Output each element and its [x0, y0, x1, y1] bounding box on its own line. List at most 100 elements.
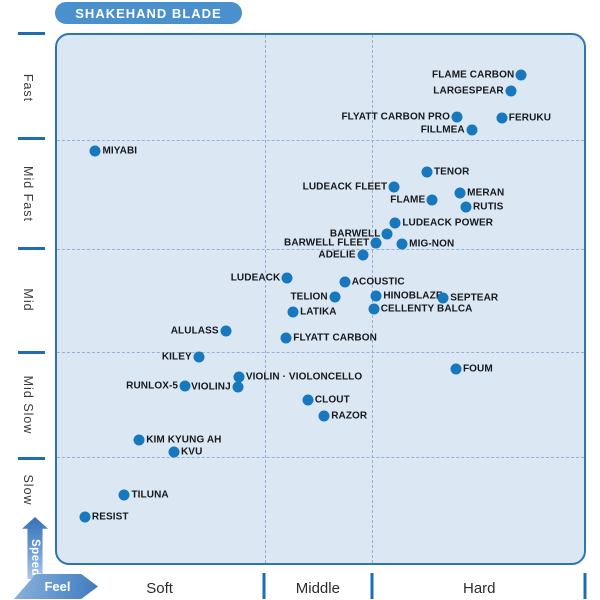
data-point-dot — [451, 111, 463, 123]
data-point-label: VIOLINJ — [191, 381, 231, 393]
speed-band-label: Fast — [21, 73, 35, 102]
data-point-label: FOUM — [462, 363, 493, 375]
data-point-label: RUNLOX-5 — [126, 380, 179, 392]
data-point-dot — [426, 194, 438, 206]
data-point-dot — [505, 85, 517, 97]
data-point-dot — [329, 291, 341, 303]
data-point-dot — [421, 166, 433, 178]
data-point-label: KIM KYUNG AH — [146, 434, 222, 446]
data-point-label: FLAME CARBON — [431, 69, 515, 81]
data-point-dot — [233, 371, 245, 383]
data-point-label: ACOUSTIC — [351, 276, 405, 288]
data-point-label: LUDEACK FLEET — [302, 181, 388, 193]
data-point-dot — [381, 228, 393, 240]
data-point-label: ALULASS — [170, 325, 219, 337]
gridline-horizontal — [57, 351, 584, 353]
feel-axis-arrow: Feel — [14, 574, 98, 599]
feel-axis-tick — [262, 573, 266, 599]
data-point-label: SEPTEAR — [450, 292, 499, 304]
data-point-dot — [232, 381, 244, 393]
chart-title-pill: SHAKEHAND BLADE — [55, 2, 242, 24]
data-point-dot — [193, 351, 205, 363]
data-point-dot — [357, 249, 369, 261]
data-point-dot — [388, 181, 400, 193]
chart-title: SHAKEHAND BLADE — [75, 5, 222, 21]
data-point-label: MIG-NON — [409, 238, 455, 250]
data-point-label: FILLMEA — [420, 124, 465, 136]
speed-axis: Fast Mid Fast Mid Mid Slow Slow — [0, 31, 55, 565]
data-point-label: LARGESPEAR — [433, 85, 504, 97]
data-point-dot — [437, 292, 449, 304]
data-point-dot — [339, 276, 351, 288]
speed-band-label: Slow — [21, 474, 35, 506]
data-point-label: KVU — [180, 446, 203, 458]
data-point-dot — [460, 201, 472, 213]
data-point-label: RAZOR — [331, 410, 368, 422]
data-point-label: RUTIS — [472, 201, 504, 213]
data-point-dot — [133, 434, 145, 446]
data-point-dot — [118, 489, 130, 501]
gridline-horizontal — [57, 249, 584, 251]
data-point-dot — [370, 290, 382, 302]
feel-band-label: Hard — [463, 580, 496, 597]
feel-axis-tick — [583, 573, 587, 599]
feel-band-label: Middle — [295, 580, 340, 597]
feel-band-label: Soft — [146, 580, 173, 597]
data-point-dot — [454, 187, 466, 199]
data-point-label: TILUNA — [131, 489, 169, 501]
gridline-horizontal — [57, 140, 584, 142]
data-point-dot — [280, 332, 292, 344]
data-point-dot — [466, 124, 478, 136]
data-point-label: HINOBLAZE — [383, 290, 443, 302]
speed-axis-tick — [18, 31, 45, 35]
data-point-label: LUDEACK — [230, 272, 281, 284]
data-point-dot — [168, 446, 180, 458]
data-point-dot — [389, 217, 401, 229]
speed-axis-tick — [18, 137, 45, 141]
data-point-dot — [79, 511, 91, 523]
speed-band-label: Mid — [21, 288, 35, 312]
data-point-label: BARWELL — [329, 228, 381, 240]
gridline-horizontal — [57, 456, 584, 458]
data-point-label: RESIST — [91, 511, 129, 523]
data-point-label: TELION — [290, 291, 328, 303]
feel-axis: Soft Middle Hard — [55, 565, 587, 600]
data-point-label: CLOUT — [314, 394, 350, 406]
data-point-dot — [89, 145, 101, 157]
data-point-label: FLYATT CARBON PRO — [341, 111, 450, 123]
feel-axis-label: Feel — [44, 579, 71, 594]
data-point-label: BARWELL FLEET — [284, 237, 370, 248]
data-point-dot — [368, 303, 380, 315]
data-point-dot — [396, 238, 408, 250]
data-point-label: LUDEACK POWER — [402, 217, 494, 229]
data-point-dot — [220, 325, 232, 337]
speed-axis-tick — [18, 456, 45, 460]
data-point-label: MIYABI — [102, 145, 138, 157]
data-point-label: FLAME — [390, 194, 426, 206]
speed-axis-label: Speed — [29, 538, 41, 576]
data-point-dot — [450, 363, 462, 375]
data-point-dot — [515, 69, 527, 81]
speed-axis-tick — [18, 247, 45, 251]
data-point-dot — [287, 306, 299, 318]
data-point-label: LATIKA — [300, 306, 337, 318]
data-point-dot — [318, 410, 330, 422]
speed-band-label: Mid Fast — [21, 166, 35, 223]
data-point-label: TENOR — [433, 166, 470, 178]
data-point-label: KILEY — [161, 351, 192, 363]
data-point-dot — [370, 237, 382, 248]
speed-axis-tick — [18, 350, 45, 354]
feel-axis-tick — [370, 573, 374, 599]
data-point-label: FLYATT CARBON — [293, 332, 377, 344]
gridline-vertical — [264, 35, 266, 563]
data-point-label: FERUKU — [508, 112, 552, 124]
data-point-dot — [281, 272, 293, 284]
data-point-dot — [179, 380, 191, 392]
speed-band-label: Mid Slow — [21, 375, 35, 435]
data-point-dot — [496, 112, 508, 124]
data-point-label: CELLENTY BALCA — [380, 303, 473, 315]
plot-area: FLAME CARBON LARGESPEAR FLYATT CARBON PRO F… — [55, 33, 586, 565]
data-point-dot — [302, 394, 314, 406]
data-point-label: VIOLIN · VIOLONCELLO — [245, 371, 363, 383]
